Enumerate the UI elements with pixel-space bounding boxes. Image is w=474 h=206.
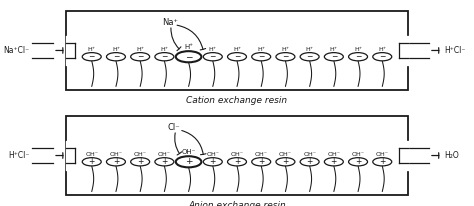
Text: H⁺: H⁺ [184,44,193,50]
Circle shape [131,158,150,166]
Text: H⁺Cl⁻: H⁺Cl⁻ [445,46,466,55]
Text: H⁺Cl⁻: H⁺Cl⁻ [8,151,29,160]
Circle shape [252,158,271,166]
Circle shape [82,158,101,166]
FancyBboxPatch shape [66,116,408,195]
Text: OH⁻: OH⁻ [328,152,340,157]
Text: +: + [234,157,240,166]
Text: +: + [282,157,289,166]
Text: Cation exchange resin: Cation exchange resin [186,96,288,105]
Text: OH⁻: OH⁻ [255,152,268,157]
Circle shape [228,158,246,166]
Circle shape [131,53,150,61]
Text: OH⁻: OH⁻ [376,152,389,157]
FancyBboxPatch shape [66,11,408,90]
Text: H⁺: H⁺ [88,47,96,52]
Text: +: + [355,157,361,166]
Text: +: + [379,157,385,166]
Circle shape [82,53,101,61]
Circle shape [107,53,126,61]
Text: H₂O: H₂O [445,151,459,160]
Circle shape [324,158,343,166]
Text: OH⁻: OH⁻ [182,149,196,155]
Text: OH⁻: OH⁻ [206,152,219,157]
Text: −: − [161,52,167,61]
Text: −: − [282,52,289,61]
Text: H⁺: H⁺ [112,47,120,52]
Text: Cl⁻: Cl⁻ [167,123,180,132]
Text: −: − [210,52,216,61]
Text: H⁺: H⁺ [233,47,241,52]
Text: OH⁻: OH⁻ [109,152,122,157]
Text: −: − [258,52,264,61]
Text: −: − [89,52,95,61]
Text: Anion exchange resin: Anion exchange resin [188,201,286,206]
Circle shape [324,53,343,61]
Text: OH⁻: OH⁻ [158,152,171,157]
Text: −: − [137,52,143,61]
Text: OH⁻: OH⁻ [85,152,98,157]
Text: H⁺: H⁺ [306,47,314,52]
Text: +: + [185,157,192,166]
Text: +: + [307,157,313,166]
Text: +: + [258,157,264,166]
Circle shape [300,158,319,166]
Text: −: − [234,52,240,61]
Text: H⁺: H⁺ [160,47,168,52]
Text: +: + [113,157,119,166]
Text: H⁺: H⁺ [330,47,338,52]
Circle shape [252,53,271,61]
Circle shape [203,158,222,166]
Circle shape [107,158,126,166]
Text: OH⁻: OH⁻ [279,152,292,157]
Text: −: − [185,52,192,61]
Circle shape [203,53,222,61]
Circle shape [176,156,201,167]
Text: −: − [331,52,337,61]
Text: H⁺: H⁺ [282,47,290,52]
Text: H⁺: H⁺ [209,47,217,52]
Text: +: + [161,157,167,166]
Circle shape [300,53,319,61]
Circle shape [228,53,246,61]
Circle shape [276,158,295,166]
Text: OH⁻: OH⁻ [230,152,244,157]
Text: OH⁻: OH⁻ [352,152,365,157]
Text: −: − [379,52,385,61]
Text: Na⁺: Na⁺ [163,18,179,27]
Text: H⁺: H⁺ [354,47,362,52]
Text: −: − [113,52,119,61]
Circle shape [176,51,201,62]
Text: OH⁻: OH⁻ [303,152,316,157]
Text: Na⁺Cl⁻: Na⁺Cl⁻ [3,46,29,55]
Circle shape [373,53,392,61]
Circle shape [155,158,174,166]
Text: +: + [137,157,143,166]
Text: H⁺: H⁺ [378,47,386,52]
Text: +: + [89,157,95,166]
Text: +: + [331,157,337,166]
Text: H⁺: H⁺ [257,47,265,52]
Text: OH⁻: OH⁻ [134,152,146,157]
Text: H⁺: H⁺ [136,47,144,52]
Circle shape [348,158,367,166]
Text: −: − [355,52,361,61]
Circle shape [155,53,174,61]
Circle shape [373,158,392,166]
Text: +: + [210,157,216,166]
Circle shape [348,53,367,61]
Circle shape [276,53,295,61]
Text: −: − [307,52,313,61]
